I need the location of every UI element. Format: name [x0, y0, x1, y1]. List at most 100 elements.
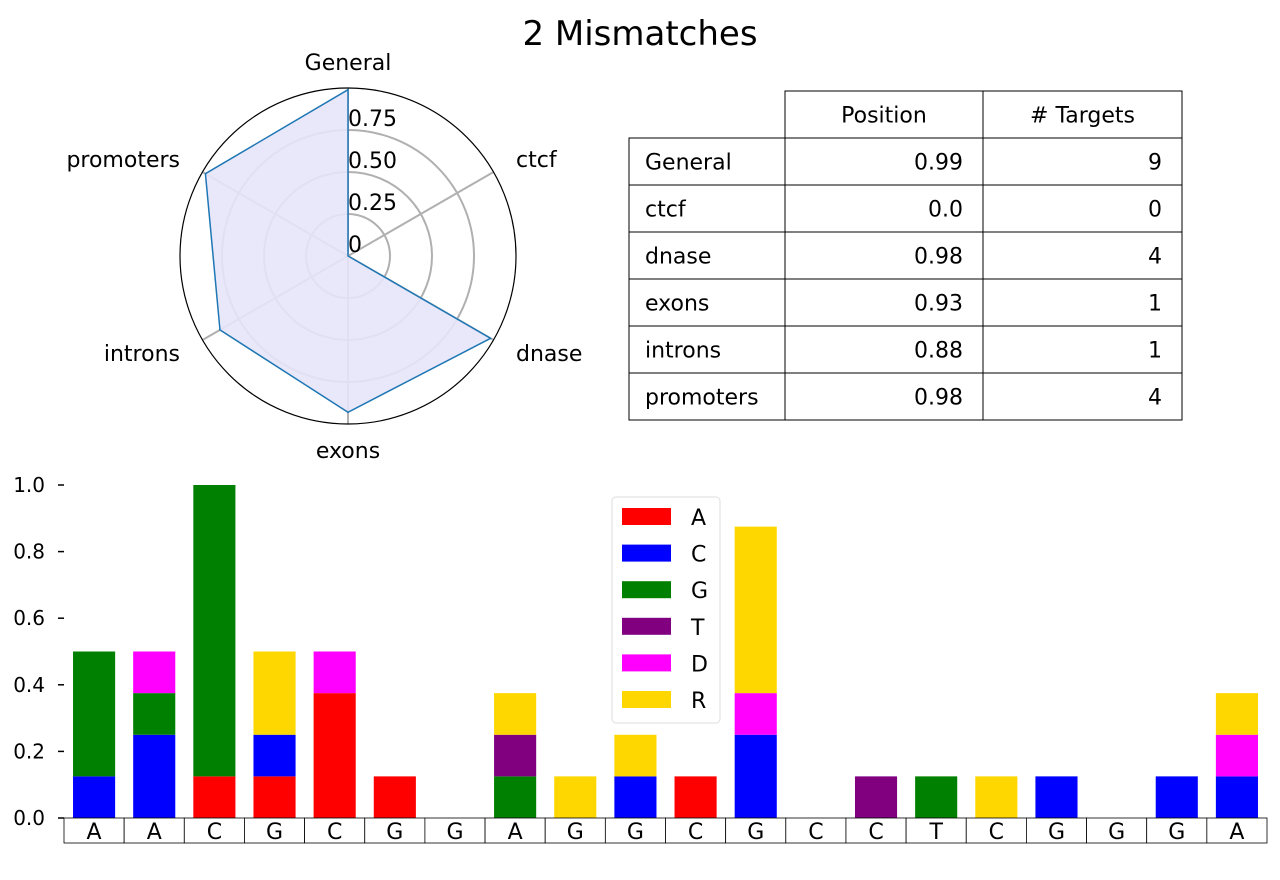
table-row-label: dnase — [645, 245, 711, 270]
bar-segment-C — [253, 734, 296, 777]
bar-segment-D — [133, 651, 176, 694]
table-cell — [982, 325, 1183, 374]
table-cell-value: 0 — [1148, 198, 1162, 223]
table-cell-value: 0.88 — [914, 339, 963, 364]
x-sequence-cell — [845, 817, 907, 844]
bar-segment-A — [373, 776, 416, 818]
x-tick-label: G — [567, 820, 584, 845]
table-row-label: General — [645, 151, 732, 176]
bar-segment-R — [614, 734, 657, 777]
x-sequence-cell — [785, 817, 847, 844]
y-tick-label: 0.0 — [13, 806, 45, 830]
x-sequence-cell — [424, 817, 486, 844]
x-tick-label: G — [1048, 820, 1065, 845]
x-sequence-cell — [304, 817, 366, 844]
legend-swatch-G — [622, 581, 671, 599]
x-tick-label: T — [928, 820, 943, 845]
x-sequence-cell — [1086, 817, 1148, 844]
x-sequence-cell — [244, 817, 305, 844]
bar-segment-A — [313, 693, 356, 818]
x-sequence-cell — [123, 817, 185, 844]
table-row-label: introns — [645, 339, 721, 364]
x-sequence-cell — [665, 817, 727, 844]
x-tick-label: G — [386, 820, 403, 845]
x-tick-label: C — [868, 820, 883, 845]
radar-tick-label: 0.25 — [348, 191, 397, 216]
y-tick-label: 0.4 — [13, 673, 45, 697]
table-row-label: promoters — [645, 386, 759, 411]
bar-segment-A — [253, 776, 296, 818]
bar-segment-C — [1155, 776, 1198, 818]
legend-label: G — [691, 579, 708, 604]
bar-segment-G — [133, 693, 176, 735]
bar-segment-C — [1215, 776, 1258, 818]
x-sequence-cell — [965, 817, 1027, 844]
table-header-label: # Targets — [1030, 104, 1135, 129]
radar-spoke — [347, 171, 494, 257]
bar-segment-C — [73, 776, 116, 818]
legend-swatch-A — [622, 508, 671, 525]
bar-segment-R — [975, 776, 1018, 818]
x-tick-label: G — [627, 820, 644, 845]
table-cell — [982, 137, 1183, 186]
legend-label: R — [691, 689, 706, 714]
x-sequence-cell — [544, 817, 606, 844]
table-cell-value: 1 — [1148, 339, 1162, 364]
bar-segment-G — [193, 485, 236, 777]
bar-segment-A — [193, 776, 236, 818]
x-sequence-cell — [1206, 817, 1268, 844]
summary-table: Position # Targets General 0.99 9 ctcf 0.0 0 dna… — [628, 90, 1183, 421]
bar-segment-C — [734, 734, 777, 818]
radar-axis-label: exons — [316, 439, 380, 464]
x-tick-label: C — [688, 820, 703, 845]
radar-axis-label: ctcf — [516, 148, 558, 173]
bar-segment-C — [614, 776, 657, 818]
table-cell — [784, 372, 984, 421]
legend-label: C — [691, 543, 706, 568]
x-tick-label: C — [808, 820, 823, 845]
table-cell — [982, 184, 1183, 233]
x-tick-label: C — [989, 820, 1004, 845]
bar-segment-R — [734, 526, 777, 694]
bar-segment-T — [854, 776, 898, 818]
table-cell — [982, 231, 1183, 280]
x-tick-label: A — [508, 820, 523, 845]
bar-segment-R — [554, 776, 597, 818]
x-tick-label: G — [266, 820, 283, 845]
bar-segment-R — [253, 651, 296, 735]
y-tick-label: 0.6 — [13, 606, 45, 630]
x-sequence-cell — [484, 817, 546, 844]
y-tick-label: 0.2 — [13, 739, 45, 763]
radar-tick-label: 0 — [348, 233, 362, 258]
table-cell-value: 1 — [1148, 292, 1162, 317]
x-tick-label: A — [147, 820, 162, 845]
figure-title: 2 Mismatches — [522, 14, 757, 54]
x-tick-label: G — [1168, 820, 1185, 845]
table-cell-value: 4 — [1148, 386, 1162, 411]
bar-segment-A — [674, 776, 717, 818]
radar-axis-label: dnase — [516, 342, 582, 367]
radar-tick-label: 0.75 — [348, 107, 397, 132]
bar-segment-R — [1215, 693, 1258, 735]
x-sequence-cell — [1146, 817, 1208, 844]
legend-label: D — [691, 652, 708, 677]
table-cell-value: 0.0 — [928, 198, 963, 223]
x-tick-label: G — [747, 820, 764, 845]
bar-segment-G — [73, 651, 116, 777]
table-header-label: Position — [841, 104, 927, 129]
x-sequence-cell — [63, 817, 125, 844]
table-cell-value: 0.98 — [914, 386, 963, 411]
bar-segment-C — [133, 734, 176, 818]
table-cell-value: 0.99 — [914, 151, 963, 176]
bar-segment-D — [313, 651, 356, 694]
table-cell — [982, 278, 1183, 327]
table-cell-value: 9 — [1148, 151, 1162, 176]
radar-series-line — [204, 88, 493, 414]
x-sequence-cell — [1026, 817, 1087, 844]
table-cell-value: 0.98 — [914, 245, 963, 270]
legend-label: A — [691, 506, 706, 531]
table-cell-value: 4 — [1148, 245, 1162, 270]
table-cell-value: 0.93 — [914, 292, 963, 317]
bar-segment-D — [734, 693, 777, 735]
